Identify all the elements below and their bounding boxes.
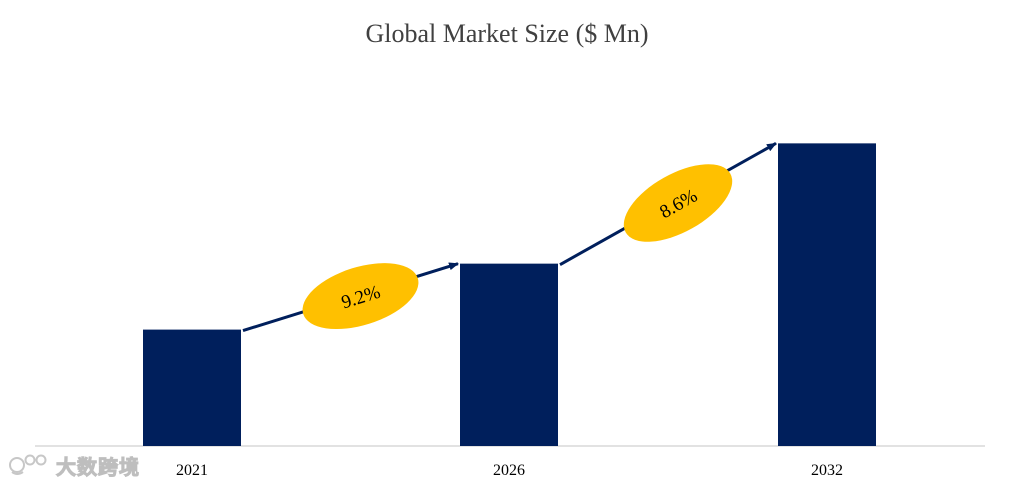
cagr-arrows-group: 9.2% 8.6% bbox=[242, 142, 777, 333]
bar-2026 bbox=[460, 263, 558, 446]
x-tick-2032: 2032 bbox=[811, 462, 843, 479]
chart-title: Global Market Size ($ Mn) bbox=[365, 19, 648, 48]
bars-group bbox=[143, 143, 876, 447]
cagr-badge-1: 9.2% bbox=[302, 263, 419, 330]
x-tick-labels: 2021 2026 2032 bbox=[176, 462, 843, 479]
logo-icon bbox=[9, 454, 47, 475]
cagr-ellipse-2 bbox=[623, 164, 733, 242]
x-tick-2021: 2021 bbox=[176, 462, 208, 479]
watermark-text: 大数跨境 bbox=[56, 454, 140, 479]
bar-2021 bbox=[143, 329, 241, 446]
bar-2032 bbox=[778, 143, 876, 447]
cagr-badge-2: 8.6% bbox=[623, 164, 733, 242]
x-tick-2026: 2026 bbox=[493, 462, 525, 479]
watermark: 大数跨境 bbox=[8, 450, 140, 480]
cagr-ellipse-1 bbox=[302, 263, 419, 330]
